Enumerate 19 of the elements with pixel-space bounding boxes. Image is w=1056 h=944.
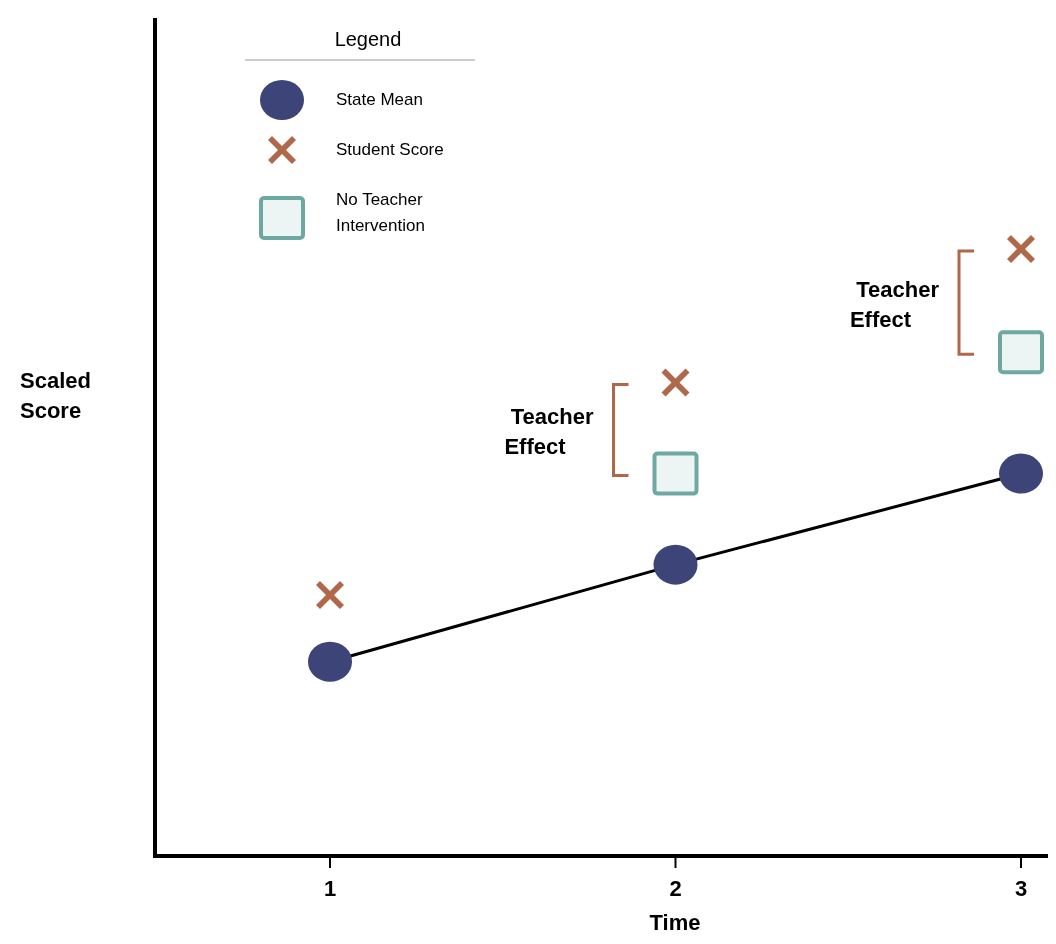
point: [999, 453, 1043, 494]
x-tick-label: 2: [669, 876, 682, 901]
point: [308, 641, 352, 682]
x-axis-title: Time: [649, 910, 701, 935]
legend-label: No Teacher Intervention: [336, 190, 425, 235]
annotation: Teacher Effect: [849, 276, 940, 332]
point: [1007, 235, 1035, 263]
annotation: Teacher Effect: [504, 404, 594, 460]
legend-label: Student Score: [336, 140, 444, 159]
legend-label: State Mean: [336, 90, 423, 109]
x-tick-label: 1: [323, 876, 337, 901]
point: [998, 330, 1044, 375]
x-tick-label: 3: [1014, 876, 1028, 901]
point: [316, 580, 344, 609]
legend-title: Legend: [334, 28, 402, 50]
point: [661, 368, 690, 397]
point: [653, 544, 698, 585]
y-axis-title: Scaled Score: [20, 368, 91, 423]
point: [652, 451, 699, 496]
